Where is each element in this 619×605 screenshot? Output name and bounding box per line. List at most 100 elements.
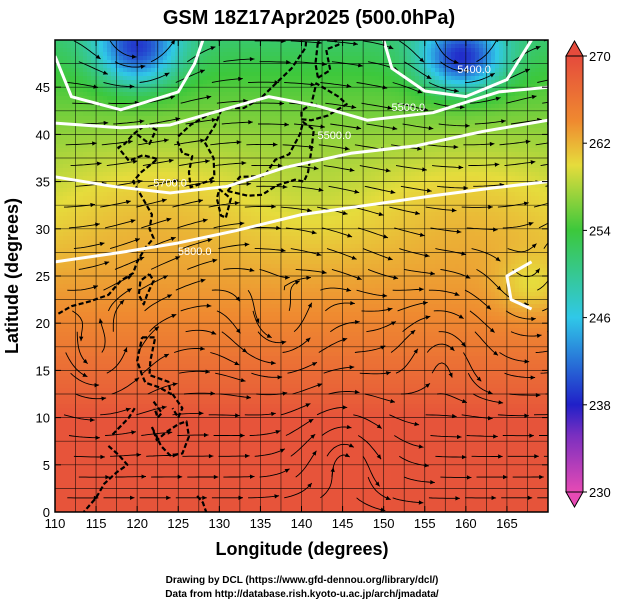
streamline [100, 200, 131, 208]
streamline [399, 40, 425, 63]
streamline-arrow [126, 288, 132, 293]
streamline-arrow [280, 248, 286, 253]
streamline [509, 393, 541, 396]
streamline-arrow [385, 168, 391, 173]
streamline-arrow [453, 144, 459, 150]
streamline [325, 102, 357, 109]
streamline [259, 61, 291, 63]
streamline [254, 448, 286, 457]
streamline-arrow [274, 494, 280, 499]
streamline [434, 40, 459, 64]
streamline [474, 331, 499, 356]
y-tick-label: 5 [43, 458, 50, 473]
streamline [65, 142, 97, 146]
streamline-arrow [413, 348, 418, 354]
streamline-arrow [255, 318, 260, 324]
streamline-arrow [82, 359, 88, 364]
streamline-arrow [284, 468, 290, 473]
x-tick-label: 125 [167, 516, 189, 531]
streamline-arrow [380, 345, 386, 350]
streamline [100, 407, 131, 416]
coastline [215, 188, 232, 219]
streamline-arrow [486, 304, 492, 310]
streamline [136, 199, 167, 208]
streamline [244, 412, 276, 416]
streamline-arrow [210, 46, 216, 51]
streamline-arrow [163, 138, 169, 143]
streamline [256, 185, 288, 188]
streamline [223, 476, 255, 478]
streamline [114, 61, 146, 68]
streamline [149, 313, 177, 333]
streamline-arrow [461, 399, 467, 404]
streamline [211, 289, 241, 302]
y-tick-label: 15 [36, 363, 50, 378]
streamline-arrow [234, 200, 240, 206]
streamline [280, 206, 312, 212]
streamline-arrow [424, 253, 430, 258]
streamline-arrow [163, 354, 169, 358]
streamline [437, 185, 469, 189]
streamline [471, 248, 501, 262]
streamline-arrow [451, 413, 457, 419]
streamline [292, 185, 324, 191]
streamline [428, 497, 460, 499]
streamline [356, 289, 388, 297]
streamline-arrow [559, 198, 564, 202]
streamline [179, 160, 210, 167]
streamline [540, 163, 548, 167]
streamline-arrow [93, 84, 99, 89]
chart-title: GSM 18Z17Apr2025 (500.0hPa) [163, 7, 455, 29]
x-axis-label: Longitude (degrees) [215, 539, 388, 559]
streamline-arrow [524, 359, 530, 364]
x-tick-label: 160 [455, 516, 477, 531]
streamline-arrow [570, 34, 575, 38]
streamline [361, 102, 393, 110]
streamline [366, 321, 397, 333]
streamline [512, 46, 541, 63]
streamline [540, 372, 548, 374]
streamline-arrow [415, 210, 420, 216]
streamline-arrow [137, 179, 143, 184]
streamline-arrow [487, 415, 493, 421]
streamline [497, 202, 529, 208]
coastline [171, 393, 184, 419]
streamline [68, 435, 100, 439]
streamline [253, 102, 285, 105]
streamline-arrow [539, 474, 544, 480]
streamline [404, 476, 435, 483]
streamline [293, 302, 313, 333]
streamline-arrow [126, 275, 132, 280]
streamline-arrow [524, 413, 529, 418]
streamline-arrow [392, 126, 398, 131]
streamline-arrow [266, 333, 272, 338]
streamline-arrow [243, 98, 248, 104]
streamline [392, 288, 424, 291]
streamline [220, 393, 252, 399]
streamline-arrow [90, 417, 95, 423]
streamline-arrow [531, 94, 537, 100]
streamline [463, 352, 482, 382]
streamline [366, 123, 398, 130]
streamline-arrow [342, 405, 348, 410]
streamline [259, 468, 290, 478]
streamline [254, 248, 286, 252]
streamline-arrow [536, 333, 542, 338]
streamline [282, 337, 311, 353]
colorbar-tick-label: 246 [589, 311, 611, 326]
streamline-arrow [317, 40, 322, 45]
streamline-arrow [238, 495, 243, 500]
colorbar-tick-label: 238 [589, 398, 611, 413]
axis-ticks: 110 115 120 125 130 135 140 145 150 155 160 165 0 5 10… [36, 40, 548, 531]
streamline-arrow [246, 181, 252, 187]
streamline [177, 434, 209, 436]
streamline-arrow [376, 454, 382, 460]
streamline [428, 289, 460, 296]
colorbar: 230 238 246 254 262 270 [565, 39, 611, 509]
streamline [403, 61, 432, 80]
streamline-arrow [357, 63, 363, 68]
streamline [331, 268, 362, 280]
y-tick-label: 30 [36, 222, 50, 237]
streamline [70, 372, 100, 386]
streamline-arrow [284, 122, 289, 127]
